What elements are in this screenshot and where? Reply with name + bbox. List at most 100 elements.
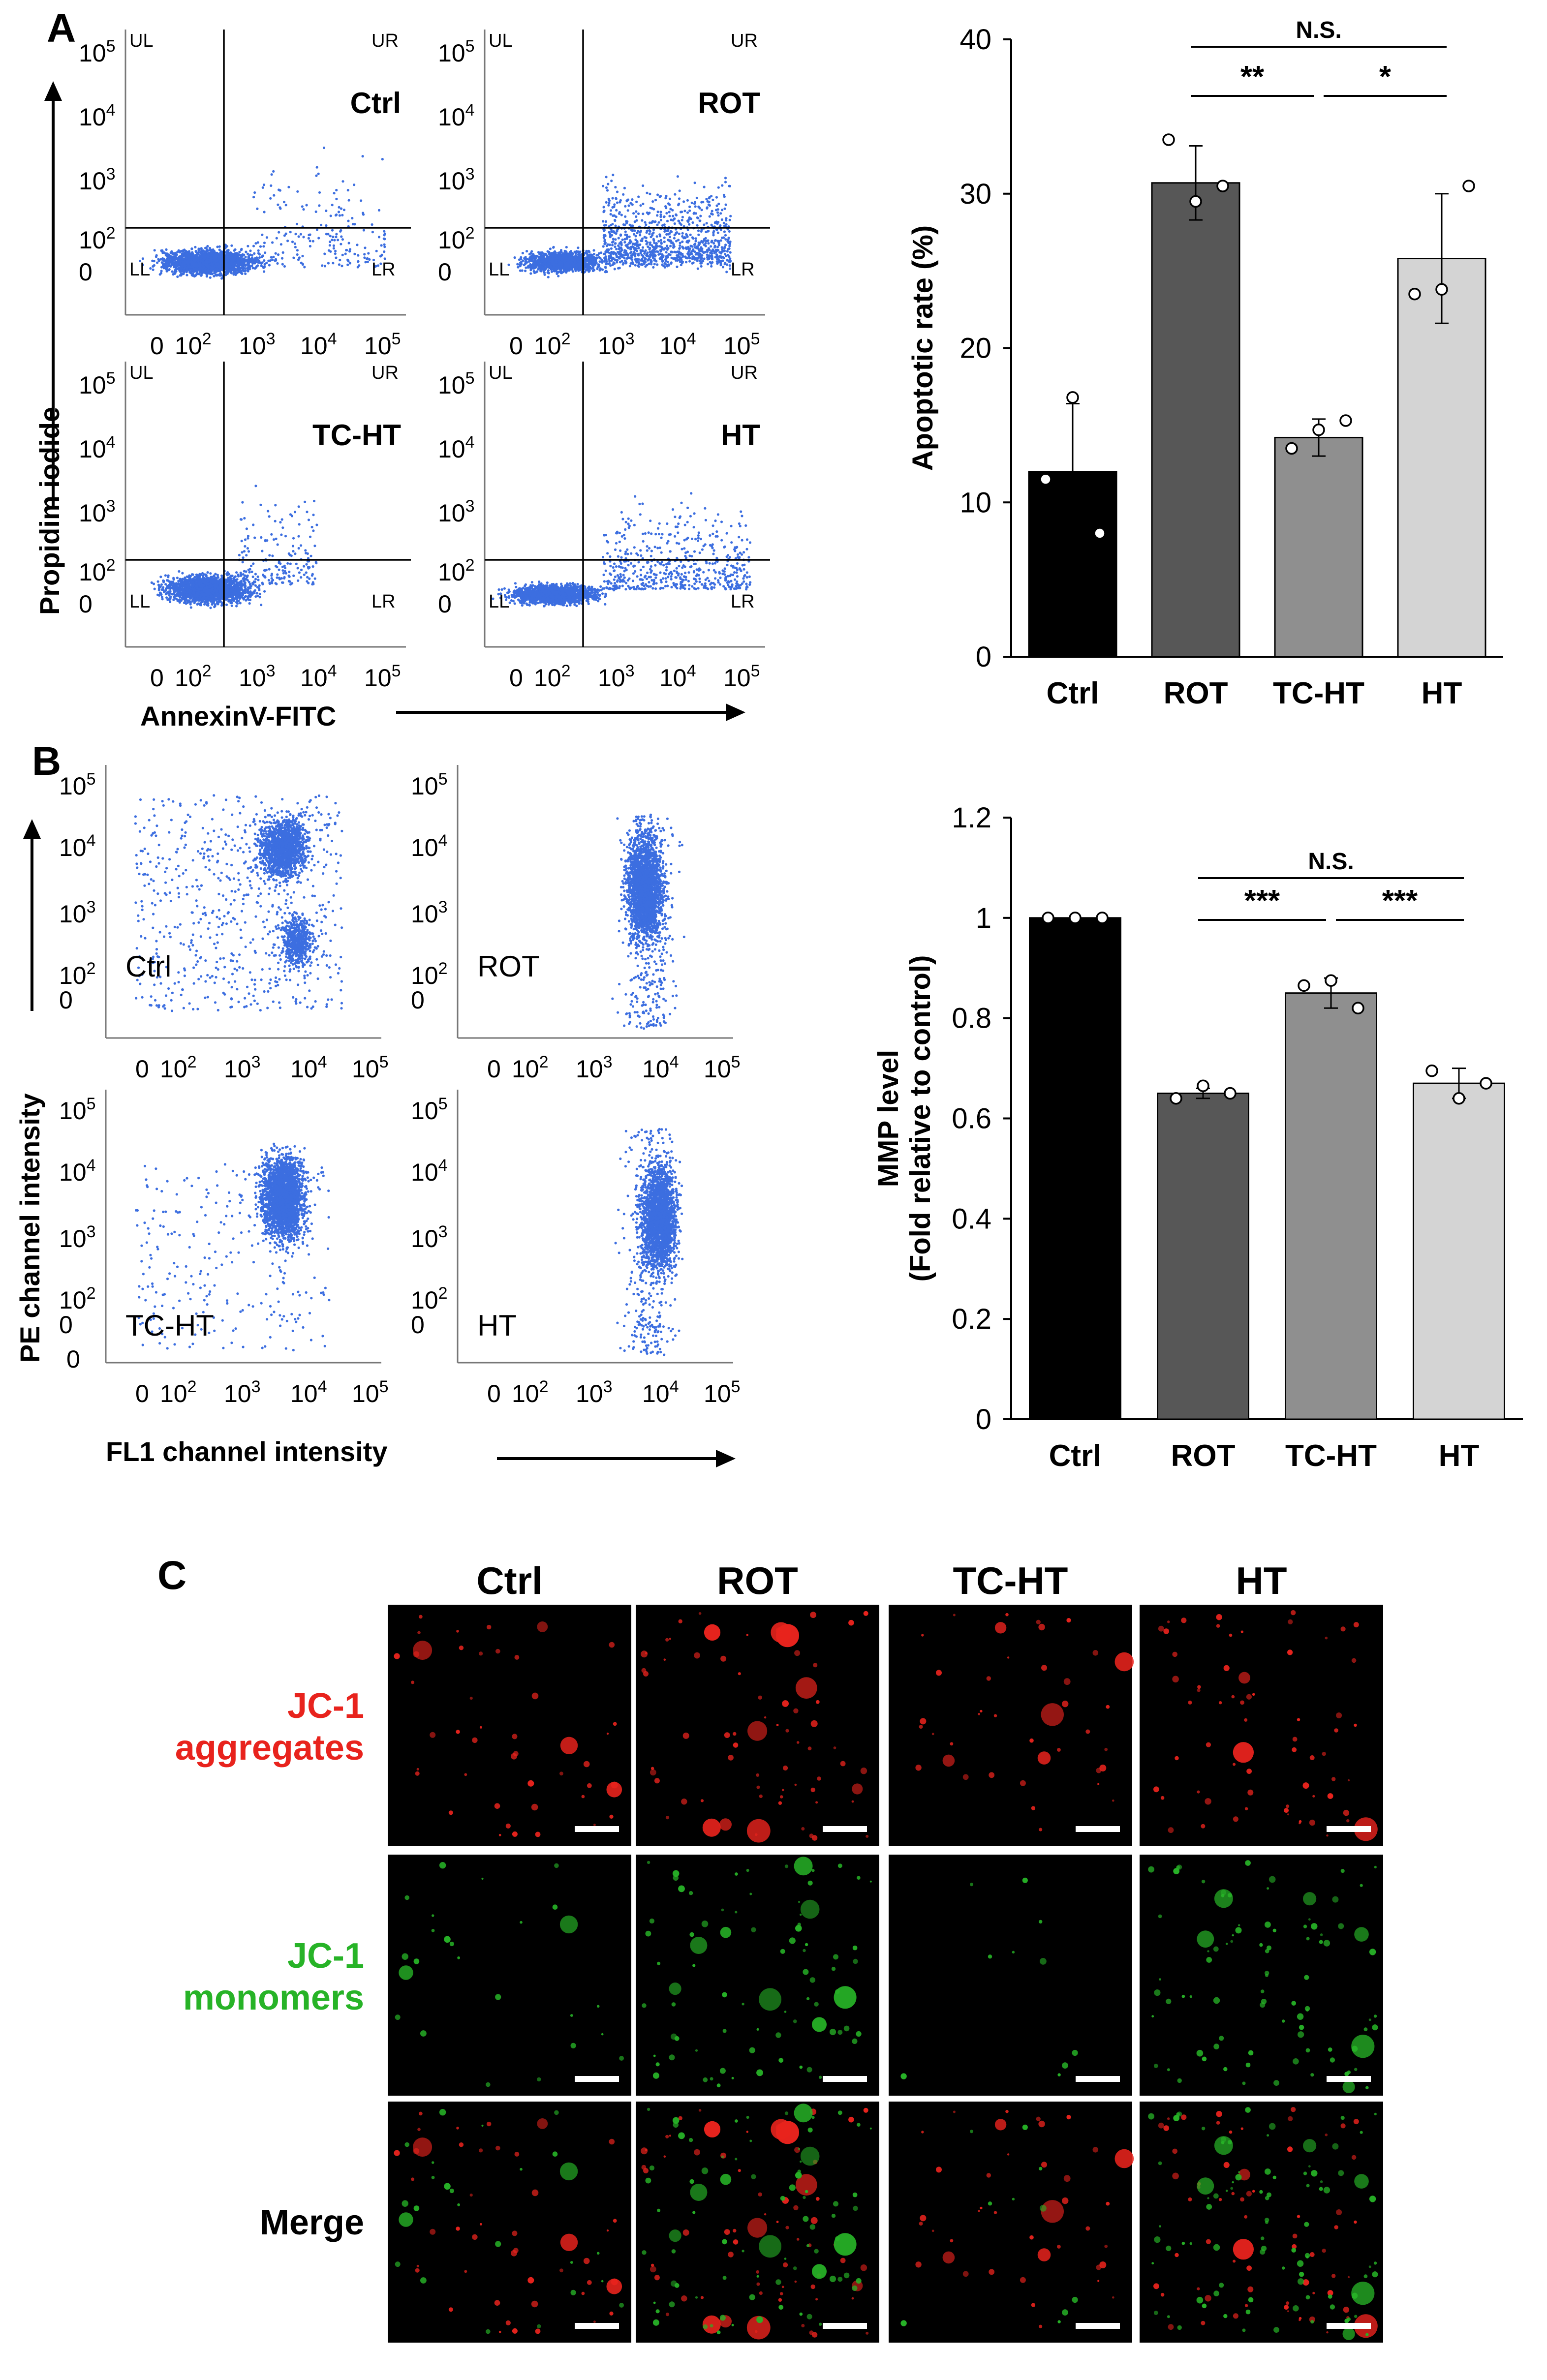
flow-a-event-dot (202, 252, 205, 256)
flow-a-event-dot (199, 264, 202, 267)
flow-a-event-dot (646, 211, 649, 214)
flow-a-event-dot (706, 230, 709, 233)
flow-a-y-tick-base: 10 (79, 226, 106, 254)
flow-a-event-dot (722, 257, 725, 260)
flow-a-event-dot (673, 222, 676, 225)
flow-a-event-dot (694, 240, 697, 243)
flow-a-event-dot (619, 233, 622, 236)
flow-a-event-dot (678, 197, 681, 200)
flow-a-event-dot (248, 256, 250, 259)
flow-a-event-dot (615, 215, 618, 218)
flow-a-event-dot (708, 204, 711, 207)
flow-a-event-dot (328, 244, 332, 247)
flow-a-event-dot (680, 223, 683, 226)
flow-a-event-dot (700, 246, 703, 249)
flow-a-event-dot (280, 257, 284, 260)
flow-a-event-dot (183, 265, 186, 268)
flow-a-event-dot (261, 233, 264, 236)
flow-a-event-dot (617, 237, 620, 240)
flow-a-event-dot (164, 266, 167, 269)
flow-a-event-dot (708, 197, 711, 200)
flow-a-event-dot (173, 264, 176, 267)
flow-a-event-dot (383, 245, 386, 248)
flow-a-event-dot (313, 577, 316, 580)
flow-a-event-dot (708, 254, 711, 257)
flow-a-event-dot (238, 269, 241, 272)
flow-a-event-dot (551, 263, 554, 266)
flow-a-event-dot (691, 256, 694, 259)
flow-a-event-dot (657, 221, 660, 224)
flow-a-event-dot (686, 235, 689, 238)
flow-a-event-dot (340, 235, 343, 238)
flow-a-event-dot (697, 229, 700, 232)
flow-a-event-dot (153, 260, 155, 263)
flow-a-event-dot (656, 211, 659, 214)
flow-a-event-dot (293, 242, 297, 245)
flow-a-event-dot (681, 240, 684, 243)
flow-a-event-dot (254, 242, 257, 245)
flow-a-event-dot (296, 253, 299, 256)
flow-a-event-dot (210, 254, 213, 257)
flow-a-event-dot (604, 234, 607, 238)
flow-a-event-dot (338, 214, 341, 217)
flow-a-event-dot (218, 248, 221, 251)
flow-a-event-dot (205, 246, 208, 249)
flow-a-event-dot (547, 275, 550, 278)
flow-a-event-dot (364, 261, 367, 264)
flow-a-event-dot (728, 184, 731, 187)
flow-a-event-dot (686, 199, 689, 202)
flow-a-event-dot (331, 204, 334, 207)
flow-a-event-dot (673, 217, 676, 220)
flow-a-event-dot (565, 256, 568, 259)
flow-a-event-dot (216, 245, 219, 248)
flow-a-event-dot (191, 251, 194, 254)
flow-a-event-dot (197, 260, 200, 263)
flow-a-event-dot (724, 203, 727, 206)
flow-a-event-dot (262, 245, 265, 248)
flow-a-event-dot (169, 256, 172, 259)
flow-a-event-dot (585, 249, 588, 252)
flow-a-event-dot (206, 256, 209, 259)
flow-a-event-dot (557, 275, 560, 277)
flow-a-event-dot (586, 256, 588, 259)
flow-a-event-dot (356, 244, 359, 246)
flow-a-quadrant-ll: LL (489, 259, 509, 280)
flow-a-event-dot (724, 234, 727, 237)
flow-a-event-dot (188, 265, 191, 268)
flow-a-x-tick-base: 0 (509, 332, 523, 360)
flow-a-event-dot (190, 260, 193, 263)
flow-a-event-dot (295, 222, 299, 225)
flow-a-event-dot (160, 249, 163, 252)
flow-a-event-dot (557, 254, 559, 257)
flow-a-event-dot (715, 220, 718, 223)
flow-a-event-dot (643, 252, 646, 255)
flow-a-event-dot (666, 244, 669, 247)
flow-a-event-dot (698, 244, 701, 246)
flow-a-event-dot (683, 210, 686, 213)
flow-a-x-tick-exp: 3 (625, 330, 635, 348)
flow-a-event-dot (303, 266, 306, 269)
flow-a-event-dot (332, 247, 336, 250)
flow-a-event-dot (243, 264, 246, 267)
flow-a-event-dot (318, 204, 321, 207)
flow-a-event-dot (678, 232, 681, 235)
flow-a-event-dot (570, 260, 573, 263)
flow-a-event-dot (156, 593, 159, 596)
flow-a-event-dot (190, 247, 193, 250)
flow-a-event-dot (271, 241, 274, 244)
flow-a-quadrant-lr: LR (731, 259, 755, 280)
flow-a-event-dot (157, 258, 160, 261)
flow-a-event-dot (257, 579, 260, 581)
flow-a-event-dot (646, 191, 649, 194)
flow-a-event-dot (332, 235, 335, 239)
flow-a-event-dot (669, 244, 672, 247)
flow-a-event-dot (219, 272, 222, 275)
flow-a-event-dot (661, 260, 664, 263)
flow-a-y-tick-base: 10 (79, 103, 106, 131)
flow-a-event-dot (270, 256, 273, 259)
flow-a-event-dot (684, 255, 687, 258)
flow-a-quadrant-ur: UR (731, 31, 758, 51)
flow-a-event-dot (699, 249, 702, 252)
flow-a-event-dot (603, 239, 606, 242)
flow-a-event-dot (383, 243, 386, 246)
